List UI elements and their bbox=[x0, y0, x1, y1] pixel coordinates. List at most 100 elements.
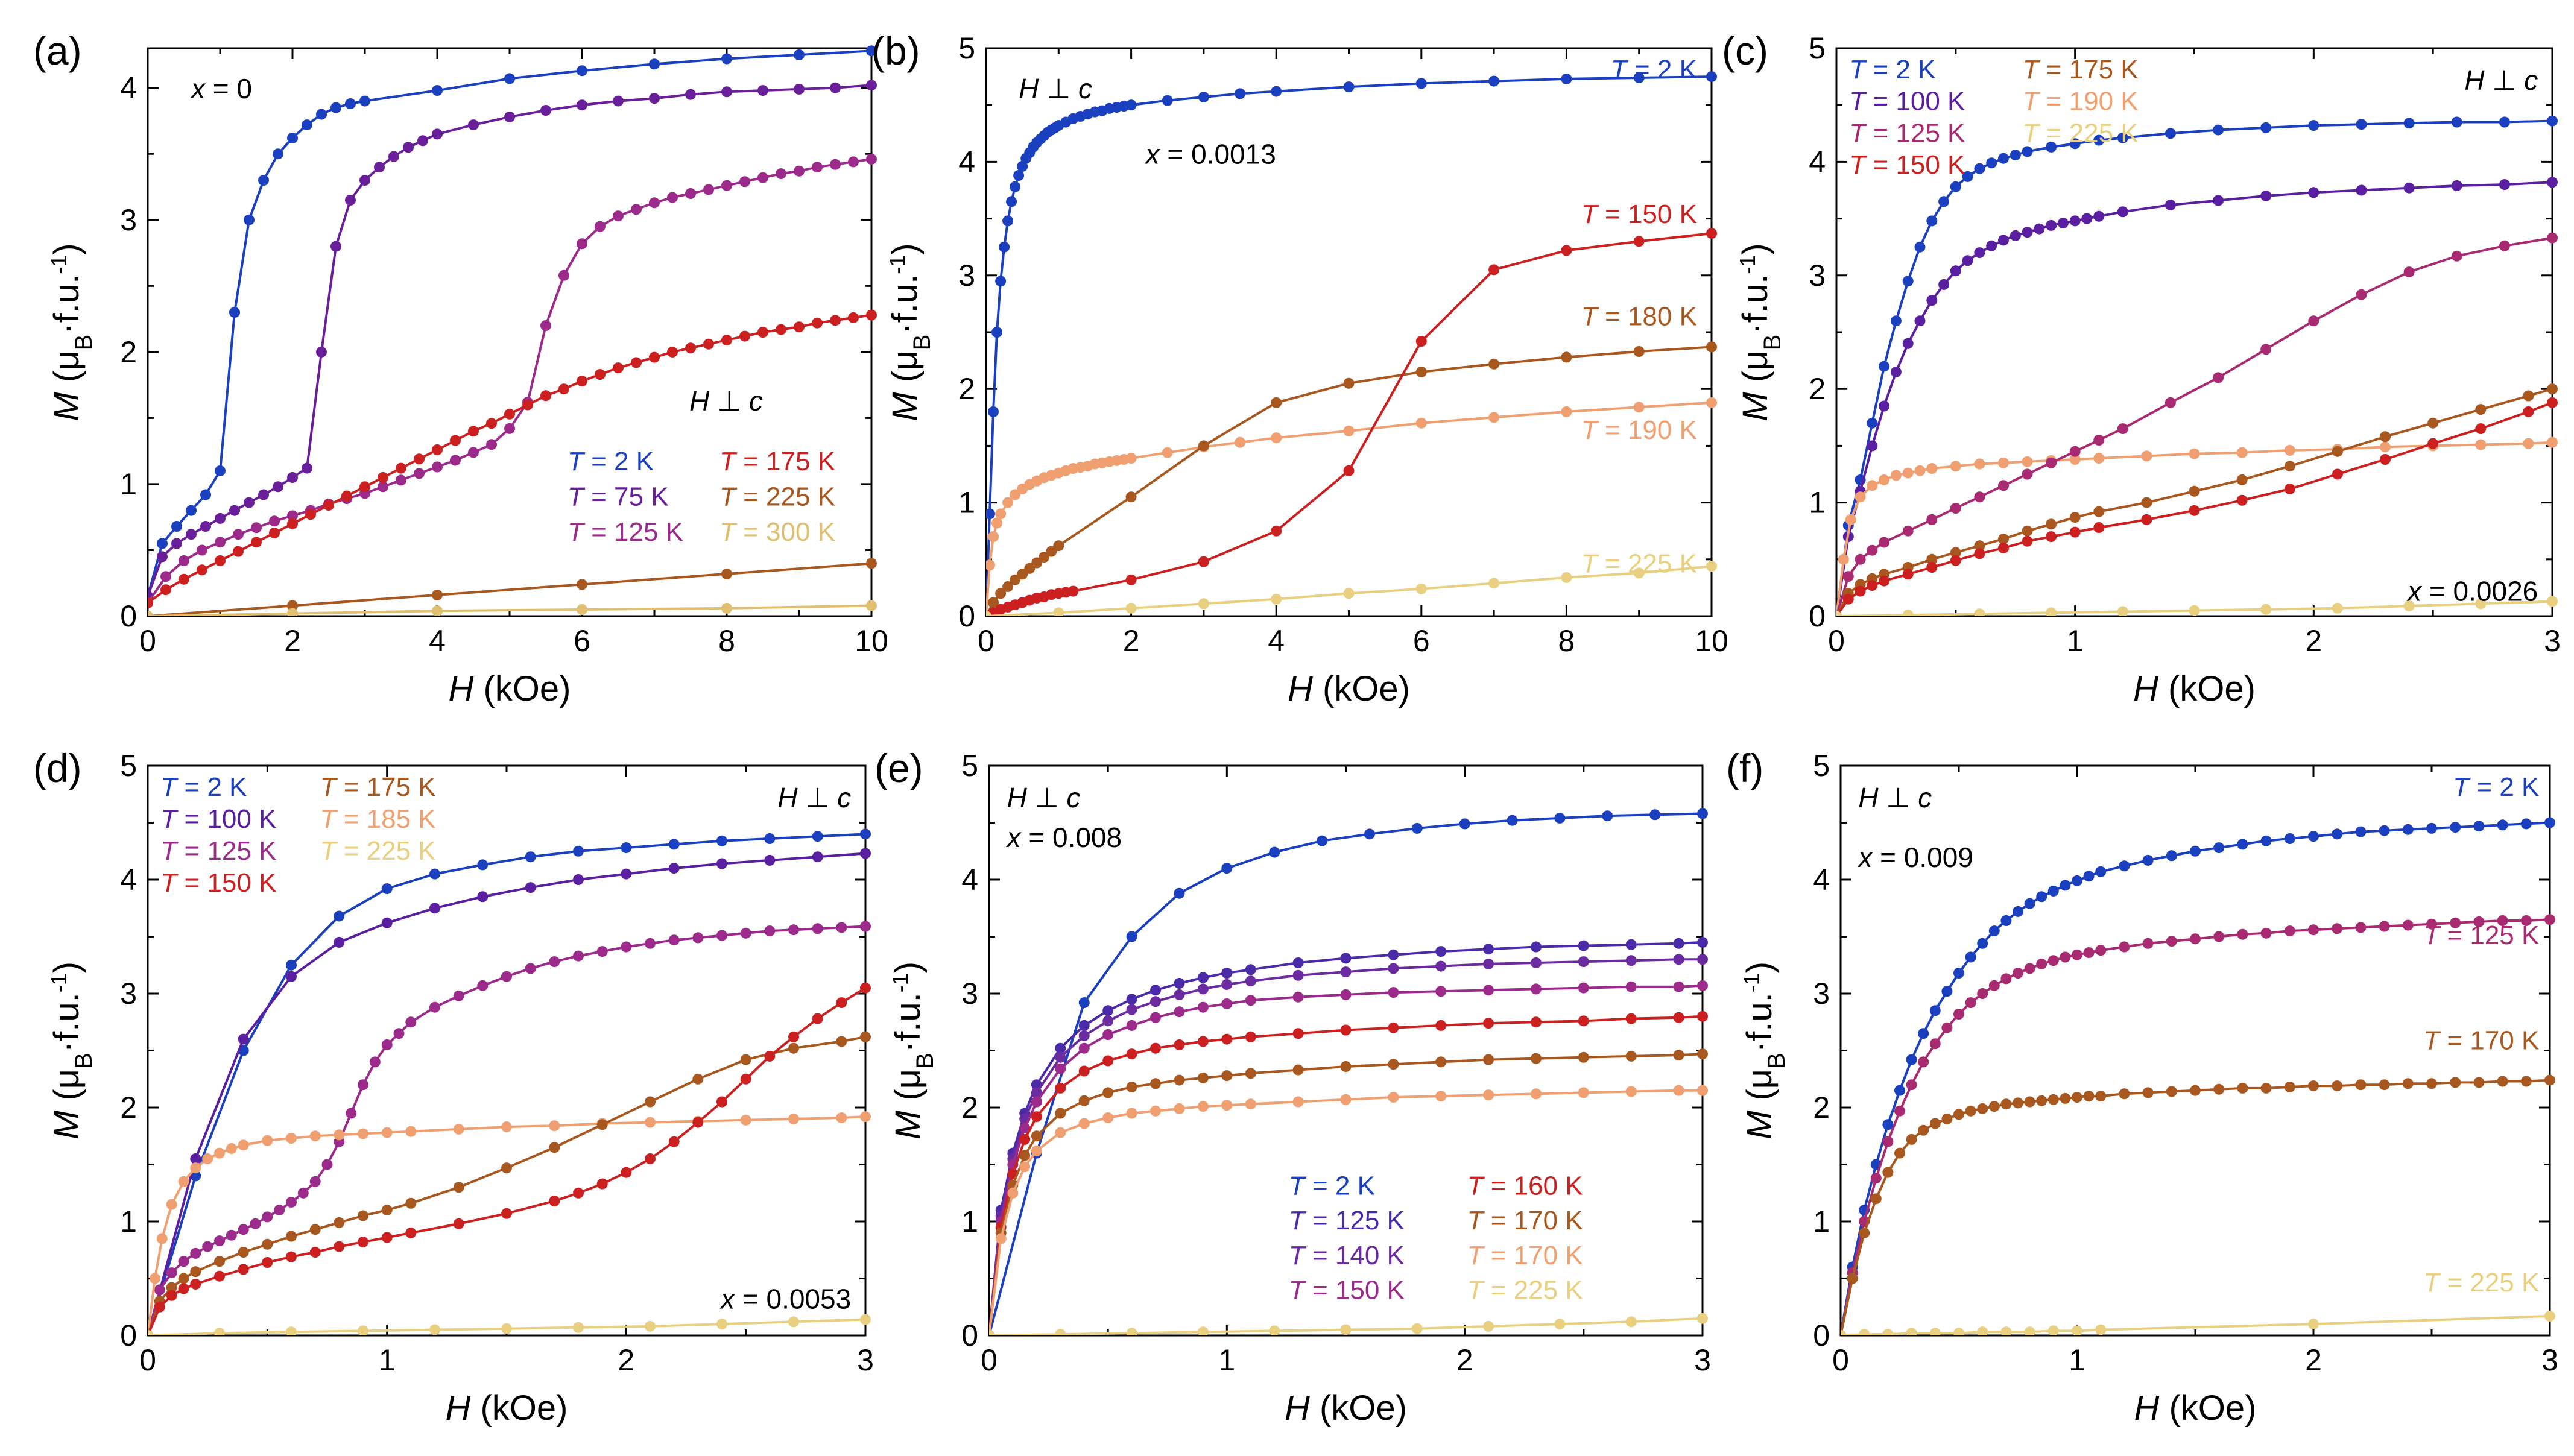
data-point bbox=[1102, 1087, 1114, 1098]
data-point bbox=[2022, 146, 2033, 157]
data-point bbox=[453, 1123, 464, 1135]
data-point bbox=[358, 1237, 368, 1247]
data-point bbox=[2547, 397, 2558, 408]
data-point bbox=[1221, 863, 1233, 874]
data-point bbox=[1039, 552, 1050, 563]
data-point bbox=[250, 1218, 261, 1229]
y-axis-label: M (μB·f.u.-1) bbox=[46, 243, 98, 421]
x-tick-label: 10 bbox=[1695, 624, 1728, 658]
data-point bbox=[2403, 266, 2415, 278]
data-point bbox=[2213, 195, 2224, 206]
x-tick-label: 6 bbox=[574, 624, 590, 658]
data-point bbox=[286, 1231, 297, 1242]
data-point bbox=[1673, 1085, 1684, 1096]
data-point bbox=[345, 98, 356, 109]
data-point bbox=[1697, 808, 1708, 819]
data-point bbox=[668, 1136, 680, 1147]
data-point bbox=[501, 1323, 512, 1334]
x-axis-label: H (kOe) bbox=[1285, 1388, 1407, 1428]
data-point bbox=[381, 1205, 393, 1216]
y-tick-label: 2 bbox=[1809, 372, 1826, 406]
data-point bbox=[812, 317, 823, 329]
data-point bbox=[1988, 980, 2000, 991]
data-point bbox=[171, 538, 182, 549]
data-point bbox=[1317, 835, 1328, 846]
data-point bbox=[1343, 425, 1355, 436]
data-point bbox=[2355, 1079, 2367, 1091]
data-point bbox=[190, 1247, 201, 1259]
data-point bbox=[739, 176, 750, 188]
data-point bbox=[1078, 1020, 1090, 1031]
data-point bbox=[287, 472, 298, 483]
y-tick-label: 3 bbox=[1813, 977, 1830, 1010]
data-point bbox=[621, 941, 632, 953]
data-point bbox=[186, 529, 197, 540]
data-point bbox=[1197, 972, 1209, 983]
data-point bbox=[596, 1119, 608, 1130]
legend-entry: T = 300 K bbox=[719, 517, 835, 547]
legend-entry: T = 225 K bbox=[719, 482, 835, 511]
data-point bbox=[1906, 1133, 1917, 1145]
data-point bbox=[1126, 1048, 1137, 1060]
annotation: x = 0.0026 bbox=[2406, 576, 2538, 607]
x-tick-label: 0 bbox=[139, 1343, 156, 1377]
data-point bbox=[154, 1284, 165, 1296]
data-point bbox=[1343, 588, 1355, 599]
data-point bbox=[2332, 828, 2343, 840]
data-point bbox=[645, 1320, 656, 1332]
data-point bbox=[1879, 537, 1890, 548]
data-point bbox=[1245, 975, 1256, 987]
y-tick-label: 1 bbox=[1813, 1205, 1830, 1238]
x-axis-unit: (kOe) bbox=[1313, 669, 1410, 708]
data-point bbox=[2069, 512, 2081, 523]
data-point bbox=[2022, 525, 2033, 537]
data-point bbox=[549, 1120, 560, 1132]
data-point bbox=[1941, 1022, 1953, 1033]
data-point bbox=[1561, 351, 1572, 363]
y-axis-unit: ·f.u. bbox=[47, 274, 86, 335]
data-point bbox=[2356, 119, 2367, 130]
data-point bbox=[2475, 598, 2487, 610]
data-point bbox=[432, 128, 443, 140]
data-point bbox=[1150, 1012, 1161, 1023]
y-axis-unit: ·f.u. bbox=[1736, 274, 1775, 335]
data-point bbox=[2072, 949, 2082, 960]
data-point bbox=[2072, 1325, 2082, 1335]
data-point bbox=[2036, 958, 2048, 969]
data-point bbox=[358, 1079, 368, 1091]
data-point bbox=[1055, 1042, 1066, 1054]
y-tick-label: 2 bbox=[1813, 1091, 1830, 1124]
data-point bbox=[302, 119, 312, 131]
data-point bbox=[477, 891, 489, 903]
data-point bbox=[836, 997, 847, 1009]
data-point bbox=[2189, 505, 2200, 516]
y-axis-unit: (μ bbox=[1740, 1069, 1779, 1111]
data-point bbox=[238, 1224, 249, 1235]
y-axis-unit: ·f.u. bbox=[47, 992, 86, 1053]
data-point bbox=[1697, 1048, 1708, 1060]
data-point bbox=[330, 241, 341, 252]
data-point bbox=[1673, 954, 1684, 965]
data-point bbox=[866, 600, 877, 611]
data-point bbox=[1842, 571, 1854, 582]
data-point bbox=[1929, 1328, 1941, 1335]
data-point bbox=[2117, 132, 2128, 143]
data-point bbox=[1078, 1065, 1090, 1077]
data-point bbox=[1977, 988, 1988, 999]
data-point bbox=[2046, 518, 2057, 530]
data-point bbox=[1578, 982, 1589, 994]
data-point bbox=[1483, 944, 1494, 955]
data-point bbox=[1340, 1061, 1352, 1072]
series-line bbox=[148, 562, 872, 616]
data-point bbox=[1055, 1127, 1066, 1138]
data-point bbox=[721, 180, 732, 191]
data-point bbox=[1198, 440, 1209, 452]
data-point bbox=[477, 859, 489, 871]
data-point bbox=[381, 917, 393, 928]
data-point bbox=[1950, 547, 1961, 558]
legend-entry: T = 160 K bbox=[1467, 1171, 1583, 1201]
data-point bbox=[2022, 468, 2033, 480]
data-point bbox=[2213, 842, 2225, 854]
data-point bbox=[309, 1224, 321, 1235]
data-point bbox=[522, 399, 533, 411]
